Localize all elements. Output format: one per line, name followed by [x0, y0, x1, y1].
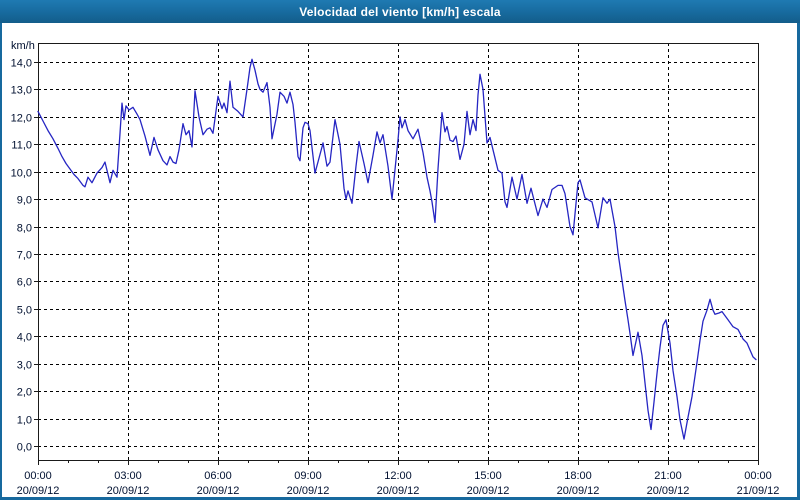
x-axis-date-label: 21/09/12	[737, 485, 780, 497]
y-axis-tick-label: 14,0	[11, 58, 32, 70]
y-axis-tick-label: 2,0	[17, 387, 32, 399]
x-axis-time-label: 15:00	[474, 470, 502, 482]
y-axis-unit-label: km/h	[11, 40, 35, 52]
y-axis-tick-label: 13,0	[11, 85, 32, 97]
x-axis-date-label: 20/09/12	[467, 485, 510, 497]
y-axis-tick-label: 10,0	[11, 168, 32, 180]
x-axis-time-label: 12:00	[384, 470, 412, 482]
y-axis-tick-label: 1,0	[17, 415, 32, 427]
y-axis-tick-label: 12,0	[11, 113, 32, 125]
title-bar: Velocidad del viento [km/h] escala	[0, 0, 800, 23]
y-axis-tick-label: 8,0	[17, 223, 32, 235]
x-axis-date-label: 20/09/12	[107, 485, 150, 497]
x-axis-time-label: 00:00	[744, 470, 772, 482]
x-axis-time-label: 18:00	[564, 470, 592, 482]
x-axis-date-label: 20/09/12	[17, 485, 60, 497]
plot-area	[38, 43, 759, 461]
y-axis-tick-label: 0,0	[17, 442, 32, 454]
y-axis-tick-label: 4,0	[17, 332, 32, 344]
chart-title: Velocidad del viento [km/h] escala	[299, 4, 501, 19]
y-axis-tick-label: 7,0	[17, 250, 32, 262]
x-axis-date-label: 20/09/12	[557, 485, 600, 497]
y-axis-tick-label: 9,0	[17, 195, 32, 207]
x-axis-date-label: 20/09/12	[287, 485, 330, 497]
x-axis-time-label: 03:00	[114, 470, 142, 482]
x-axis-time-label: 00:00	[24, 470, 52, 482]
chart-canvas	[2, 23, 797, 497]
x-axis-time-label: 21:00	[654, 470, 682, 482]
x-axis-date-label: 20/09/12	[377, 485, 420, 497]
y-axis-tick-label: 6,0	[17, 277, 32, 289]
x-axis-time-label: 09:00	[294, 470, 322, 482]
x-axis-date-label: 20/09/12	[647, 485, 690, 497]
y-axis-tick-label: 3,0	[17, 360, 32, 372]
x-axis-time-label: 06:00	[204, 470, 232, 482]
x-axis-date-label: 20/09/12	[197, 485, 240, 497]
y-axis-tick-label: 11,0	[11, 140, 32, 152]
wind-speed-line	[37, 58, 757, 440]
y-axis-tick-label: 5,0	[17, 305, 32, 317]
